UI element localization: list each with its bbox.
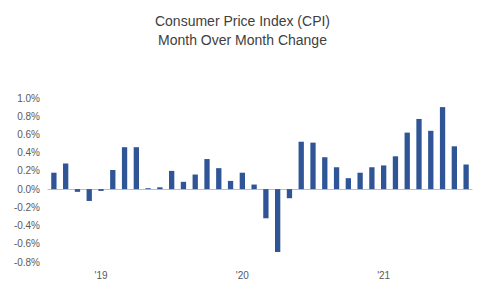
- svg-text:0.0%: 0.0%: [17, 184, 40, 195]
- svg-text:-0.2%: -0.2%: [14, 202, 40, 213]
- svg-text:0.4%: 0.4%: [17, 147, 40, 158]
- svg-text:Consumer Price Index (CPI): Consumer Price Index (CPI): [155, 13, 330, 29]
- svg-text:'21: '21: [377, 270, 390, 281]
- svg-text:0.8%: 0.8%: [17, 111, 40, 122]
- svg-text:'19: '19: [94, 270, 107, 281]
- svg-text:-0.8%: -0.8%: [14, 257, 40, 268]
- svg-text:-0.4%: -0.4%: [14, 220, 40, 231]
- svg-text:Month Over Month Change: Month Over Month Change: [158, 32, 327, 48]
- svg-text:0.2%: 0.2%: [17, 165, 40, 176]
- svg-text:'20: '20: [236, 270, 249, 281]
- svg-text:0.6%: 0.6%: [17, 129, 40, 140]
- svg-text:1.0%: 1.0%: [17, 93, 40, 104]
- svg-text:-0.6%: -0.6%: [14, 238, 40, 249]
